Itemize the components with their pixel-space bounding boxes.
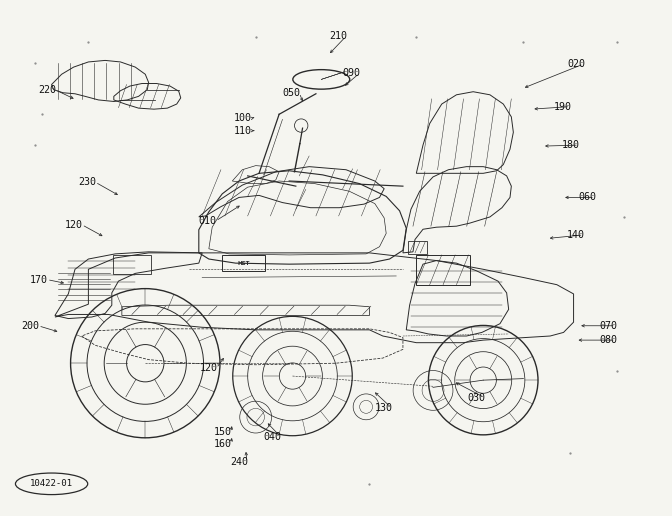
Text: 050: 050 <box>282 88 300 98</box>
Text: 120: 120 <box>200 363 218 374</box>
Text: 160: 160 <box>214 439 233 449</box>
Text: 090: 090 <box>343 68 361 78</box>
Text: 110: 110 <box>235 126 252 136</box>
Text: 170: 170 <box>30 275 48 284</box>
Text: 120: 120 <box>65 220 83 230</box>
Text: 140: 140 <box>567 230 585 240</box>
Text: 240: 240 <box>230 457 248 467</box>
Bar <box>113 255 151 274</box>
Text: 030: 030 <box>468 393 486 402</box>
Text: 080: 080 <box>599 335 617 345</box>
Text: 070: 070 <box>599 321 617 331</box>
Text: 230: 230 <box>79 177 96 187</box>
Text: 060: 060 <box>579 192 596 202</box>
Text: 020: 020 <box>567 59 585 69</box>
Text: 180: 180 <box>562 140 580 150</box>
Text: 220: 220 <box>38 85 56 94</box>
Bar <box>417 255 470 285</box>
Text: 200: 200 <box>22 321 40 331</box>
Text: 10422-01: 10422-01 <box>30 479 73 488</box>
Text: 010: 010 <box>199 216 217 226</box>
Text: 190: 190 <box>554 102 571 111</box>
Text: 040: 040 <box>263 431 282 442</box>
Text: 150: 150 <box>214 427 233 438</box>
Bar <box>222 255 265 271</box>
Text: HST: HST <box>237 261 250 266</box>
Bar <box>409 241 427 254</box>
Text: 210: 210 <box>329 31 347 41</box>
Text: 100: 100 <box>235 114 252 123</box>
Text: 130: 130 <box>375 403 393 413</box>
